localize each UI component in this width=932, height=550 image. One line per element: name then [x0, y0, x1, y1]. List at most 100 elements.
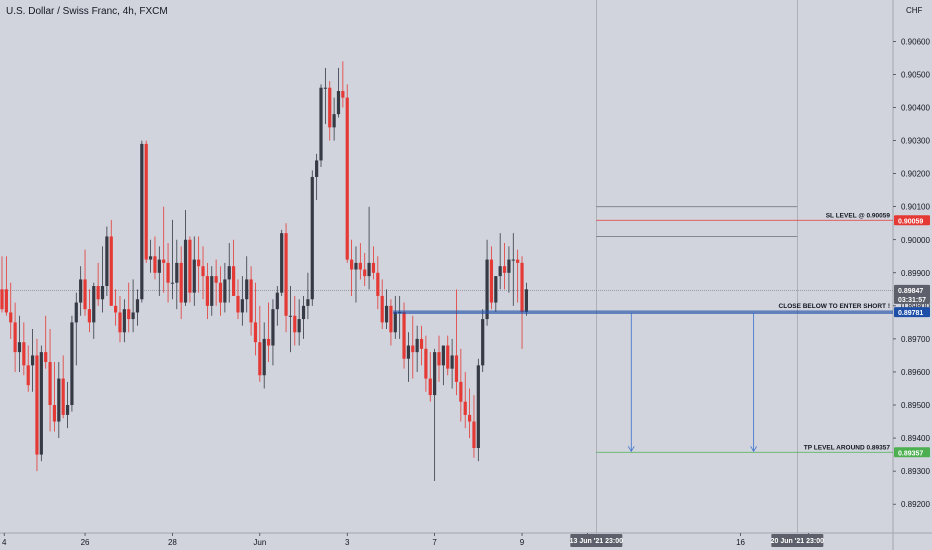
candle-body: [44, 352, 48, 363]
candle-body: [70, 322, 74, 406]
candle-body: [454, 355, 459, 382]
x-tick-label: 26: [81, 538, 90, 547]
candle-body: [284, 233, 288, 316]
arrow-head: [750, 446, 757, 453]
candle-body: [30, 355, 35, 366]
candle-body: [245, 279, 249, 300]
y-tick-label: 0.89500: [901, 401, 930, 410]
y-tick-label: 0.90500: [901, 70, 930, 79]
candle-body: [48, 362, 52, 406]
candle-body: [393, 312, 397, 333]
candle-body: [227, 266, 231, 280]
candle-body: [363, 269, 367, 277]
candle-body: [179, 262, 183, 303]
candle-body: [446, 345, 450, 369]
candle-body: [293, 315, 297, 333]
candle-body: [57, 378, 61, 422]
current-price-badge-text: 0.89847: [898, 288, 923, 295]
tp-level-label: TP LEVEL AROUND 0.89357: [804, 444, 891, 451]
sl-price-badge-text: 0.90059: [898, 218, 923, 225]
candle-body: [371, 262, 376, 273]
candle-body: [144, 143, 148, 260]
entry-price-badge: [894, 307, 930, 318]
candle-body: [297, 319, 301, 333]
y-tick-label: 0.90100: [901, 203, 930, 212]
candle-body: [315, 160, 319, 177]
candle-body: [0, 289, 4, 310]
candle-body: [153, 256, 157, 273]
candle-body: [350, 259, 354, 270]
currency-label: CHF: [906, 6, 923, 15]
x-tick-label: 4: [2, 538, 7, 547]
candle-body: [384, 305, 389, 323]
candle-body: [419, 338, 424, 349]
candle-body: [232, 266, 236, 296]
candle-body: [131, 312, 135, 320]
candle-body: [135, 299, 140, 313]
time-badge: [771, 534, 824, 547]
candle-body: [380, 295, 384, 323]
candle-body: [275, 292, 279, 310]
candle-body: [310, 176, 314, 300]
y-tick-label: 0.90600: [901, 37, 930, 46]
x-tick-label: 3: [345, 538, 350, 547]
candle-body: [463, 401, 467, 415]
candle-body: [524, 289, 528, 313]
candle-body: [332, 114, 336, 128]
candle-body: [100, 286, 105, 300]
candle-body: [437, 352, 441, 366]
time-badge-text: 13 Jun '21 23:00: [570, 538, 624, 545]
y-tick-label: 0.89600: [901, 368, 930, 377]
candle-body: [341, 91, 345, 98]
candle-body: [39, 352, 43, 455]
candle-body: [9, 312, 13, 323]
candle-body: [306, 299, 310, 306]
candle-body: [511, 259, 515, 261]
time-badge: [570, 534, 623, 547]
candle-body: [79, 279, 83, 303]
y-tick-label: 0.90200: [901, 170, 930, 179]
candle-body: [166, 262, 170, 283]
candle-body: [494, 276, 498, 303]
candle-body: [197, 259, 201, 267]
y-tick-label: 0.89700: [901, 335, 930, 344]
candle-body: [402, 312, 406, 359]
current-price-badge: [894, 284, 930, 304]
x-tick-label: 28: [168, 538, 177, 547]
candle-body: [109, 236, 113, 306]
entry-price-badge-text: 0.89781: [898, 310, 923, 317]
candle-body: [236, 295, 240, 313]
candle-body: [170, 282, 175, 284]
candle-body: [411, 345, 415, 353]
candle-body: [249, 279, 253, 323]
sl-price-badge: [894, 215, 930, 226]
candle-body: [481, 319, 485, 366]
candle-body: [192, 259, 196, 293]
chart-title: U.S. Dollar / Swiss Franc, 4h, FXCM: [6, 6, 168, 17]
candle-body: [26, 365, 30, 386]
candle-body: [157, 259, 161, 273]
candle-body: [52, 405, 57, 422]
candle-body: [214, 276, 218, 283]
candle-body: [301, 305, 306, 320]
candle-body: [467, 414, 472, 422]
candle-body: [266, 338, 271, 346]
candle-body: [489, 259, 494, 303]
candle-body: [323, 87, 327, 89]
candle-body: [22, 342, 26, 366]
y-tick-label: 0.90300: [901, 137, 930, 146]
tp-price-badge-text: 0.89357: [898, 450, 923, 457]
candle-body: [262, 338, 266, 376]
candle-body: [498, 266, 502, 277]
candle-body: [367, 262, 371, 277]
y-tick-label: 0.89400: [901, 434, 930, 443]
candle-body: [433, 352, 437, 396]
candle-body: [485, 259, 489, 320]
candle-body: [240, 299, 244, 313]
y-tick-label: 0.89300: [901, 467, 930, 476]
candle-body: [17, 342, 22, 353]
candle-body: [105, 236, 109, 287]
candle-body: [96, 286, 100, 300]
